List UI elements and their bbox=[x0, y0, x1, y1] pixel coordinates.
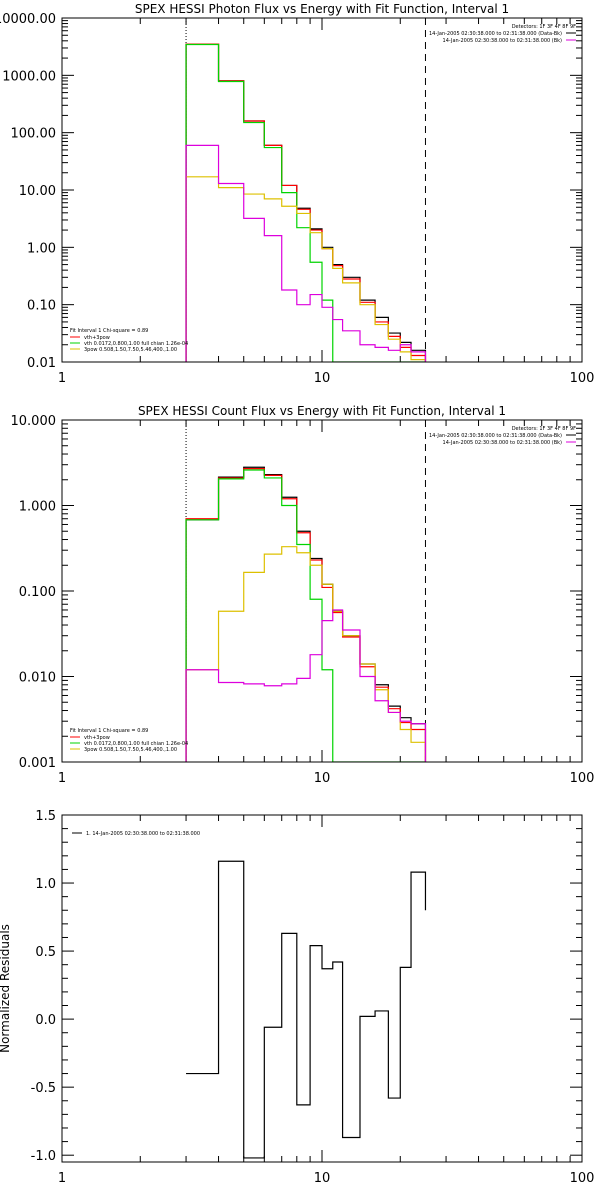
series-magenta-line bbox=[185, 609, 427, 762]
series-yellow-line bbox=[185, 546, 427, 762]
legend-item-label: 14-Jan-2005 02:30:38.000 to 02:31:38.000… bbox=[429, 31, 562, 37]
y-tick-label: -0.5 bbox=[31, 1081, 56, 1096]
plot-frame bbox=[61, 814, 583, 1163]
fit-interval-label: Fit Interval 1 Chi-square = 0.89 bbox=[70, 728, 148, 734]
y-tick-label: 0.5 bbox=[35, 945, 56, 960]
y-tick-label: 10.00 bbox=[19, 184, 56, 199]
series-green-line bbox=[185, 469, 426, 762]
chart-2: SPEX HESSI Count Flux vs Energy with Fit… bbox=[11, 404, 595, 786]
chart-3: Normalized Residuals 1 10 100 -1.0 -0.5 0.0 0.5… bbox=[0, 809, 594, 1186]
series-yellow-line bbox=[185, 176, 427, 362]
detectors-label: Detectors: 1F 3F 4F 8F 9F bbox=[512, 24, 576, 30]
x-tick-label: 1 bbox=[58, 1171, 66, 1186]
y-tick-label: 0.001 bbox=[19, 756, 56, 771]
y-tick-label: 1.5 bbox=[35, 809, 56, 824]
data-series-group bbox=[186, 860, 427, 1159]
series-magenta-line bbox=[185, 144, 427, 362]
legend-item-label: 3pow 0.508,1.50,7.50,5.46,400.,1.00 bbox=[84, 347, 177, 353]
x-tick-label: 100 bbox=[570, 371, 595, 386]
y-tick-label: 1.00 bbox=[27, 241, 56, 256]
y-tick-label: 100.00 bbox=[11, 127, 57, 142]
series-green-line bbox=[185, 43, 426, 362]
y-tick-label: 0.01 bbox=[27, 356, 56, 371]
y-axis-label: Normalized Residuals bbox=[0, 924, 12, 1053]
legend-item-label: vth+3pow bbox=[84, 335, 110, 341]
x-tick-label: 1 bbox=[58, 771, 66, 786]
chart-title: SPEX HESSI Photon Flux vs Energy with Fi… bbox=[135, 2, 509, 16]
y-tick-label: 10000.00 bbox=[0, 12, 56, 27]
y-tick-label: 0.10 bbox=[27, 299, 56, 314]
x-tick-label: 1 bbox=[58, 371, 66, 386]
series-red-line bbox=[185, 43, 427, 362]
series-black-line bbox=[185, 466, 427, 762]
x-tick-label: 10 bbox=[314, 1171, 331, 1186]
fit-interval-label: Fit Interval 1 Chi-square = 0.89 bbox=[70, 328, 148, 334]
legend-item-label: vth 0.0172,0.800,1.00 full chian 1.26e-0… bbox=[84, 741, 188, 747]
data-series-group bbox=[185, 43, 427, 362]
legend-item-label: vth+3pow bbox=[84, 735, 110, 741]
y-tick-label: 1000.00 bbox=[2, 69, 56, 84]
x-tick-label: 100 bbox=[570, 1171, 595, 1186]
x-tick-label: 100 bbox=[570, 771, 595, 786]
y-tick-label: 0.0 bbox=[35, 1013, 56, 1028]
chart-1: SPEX HESSI Photon Flux vs Energy with Fi… bbox=[0, 2, 594, 386]
x-tick-label: 10 bbox=[314, 771, 331, 786]
y-tick-label: 10.000 bbox=[11, 414, 57, 429]
y-tick-label: 0.100 bbox=[19, 585, 56, 600]
legend-item-label: 3pow 0.508,1.50,7.50,5.46,400.,1.00 bbox=[84, 747, 177, 753]
y-tick-label: 1.0 bbox=[35, 877, 56, 892]
legend-item-label: 14-Jan-2005 02:30:38.000 to 02:31:38.000… bbox=[443, 440, 563, 446]
legend-item-label: vth 0.0172,0.800,1.00 full chian 1.26e-0… bbox=[84, 341, 188, 347]
series-black-line bbox=[185, 43, 427, 362]
plot-frame bbox=[61, 419, 583, 763]
y-tick-label: -1.0 bbox=[31, 1149, 56, 1164]
x-tick-label: 10 bbox=[314, 371, 331, 386]
y-tick-label: 0.010 bbox=[19, 671, 56, 686]
detectors-label: Detectors: 1F 3F 4F 8F 9F bbox=[512, 426, 576, 432]
legend-item-label: 14-Jan-2005 02:30:38.000 to 02:31:38.000… bbox=[443, 38, 563, 44]
plot-frame bbox=[61, 17, 583, 363]
data-series-group bbox=[185, 466, 427, 762]
series-red-line bbox=[185, 468, 427, 762]
y-tick-label: 1.000 bbox=[19, 500, 56, 515]
residual-legend-label: 1. 14-Jan-2005 02:30:38.000 to 02:31:38.… bbox=[86, 831, 200, 837]
series-black-line bbox=[186, 860, 427, 1159]
chart-title: SPEX HESSI Count Flux vs Energy with Fit… bbox=[138, 404, 506, 418]
legend-item-label: 14-Jan-2005 02:30:38.000 to 02:31:38.000… bbox=[429, 433, 562, 439]
